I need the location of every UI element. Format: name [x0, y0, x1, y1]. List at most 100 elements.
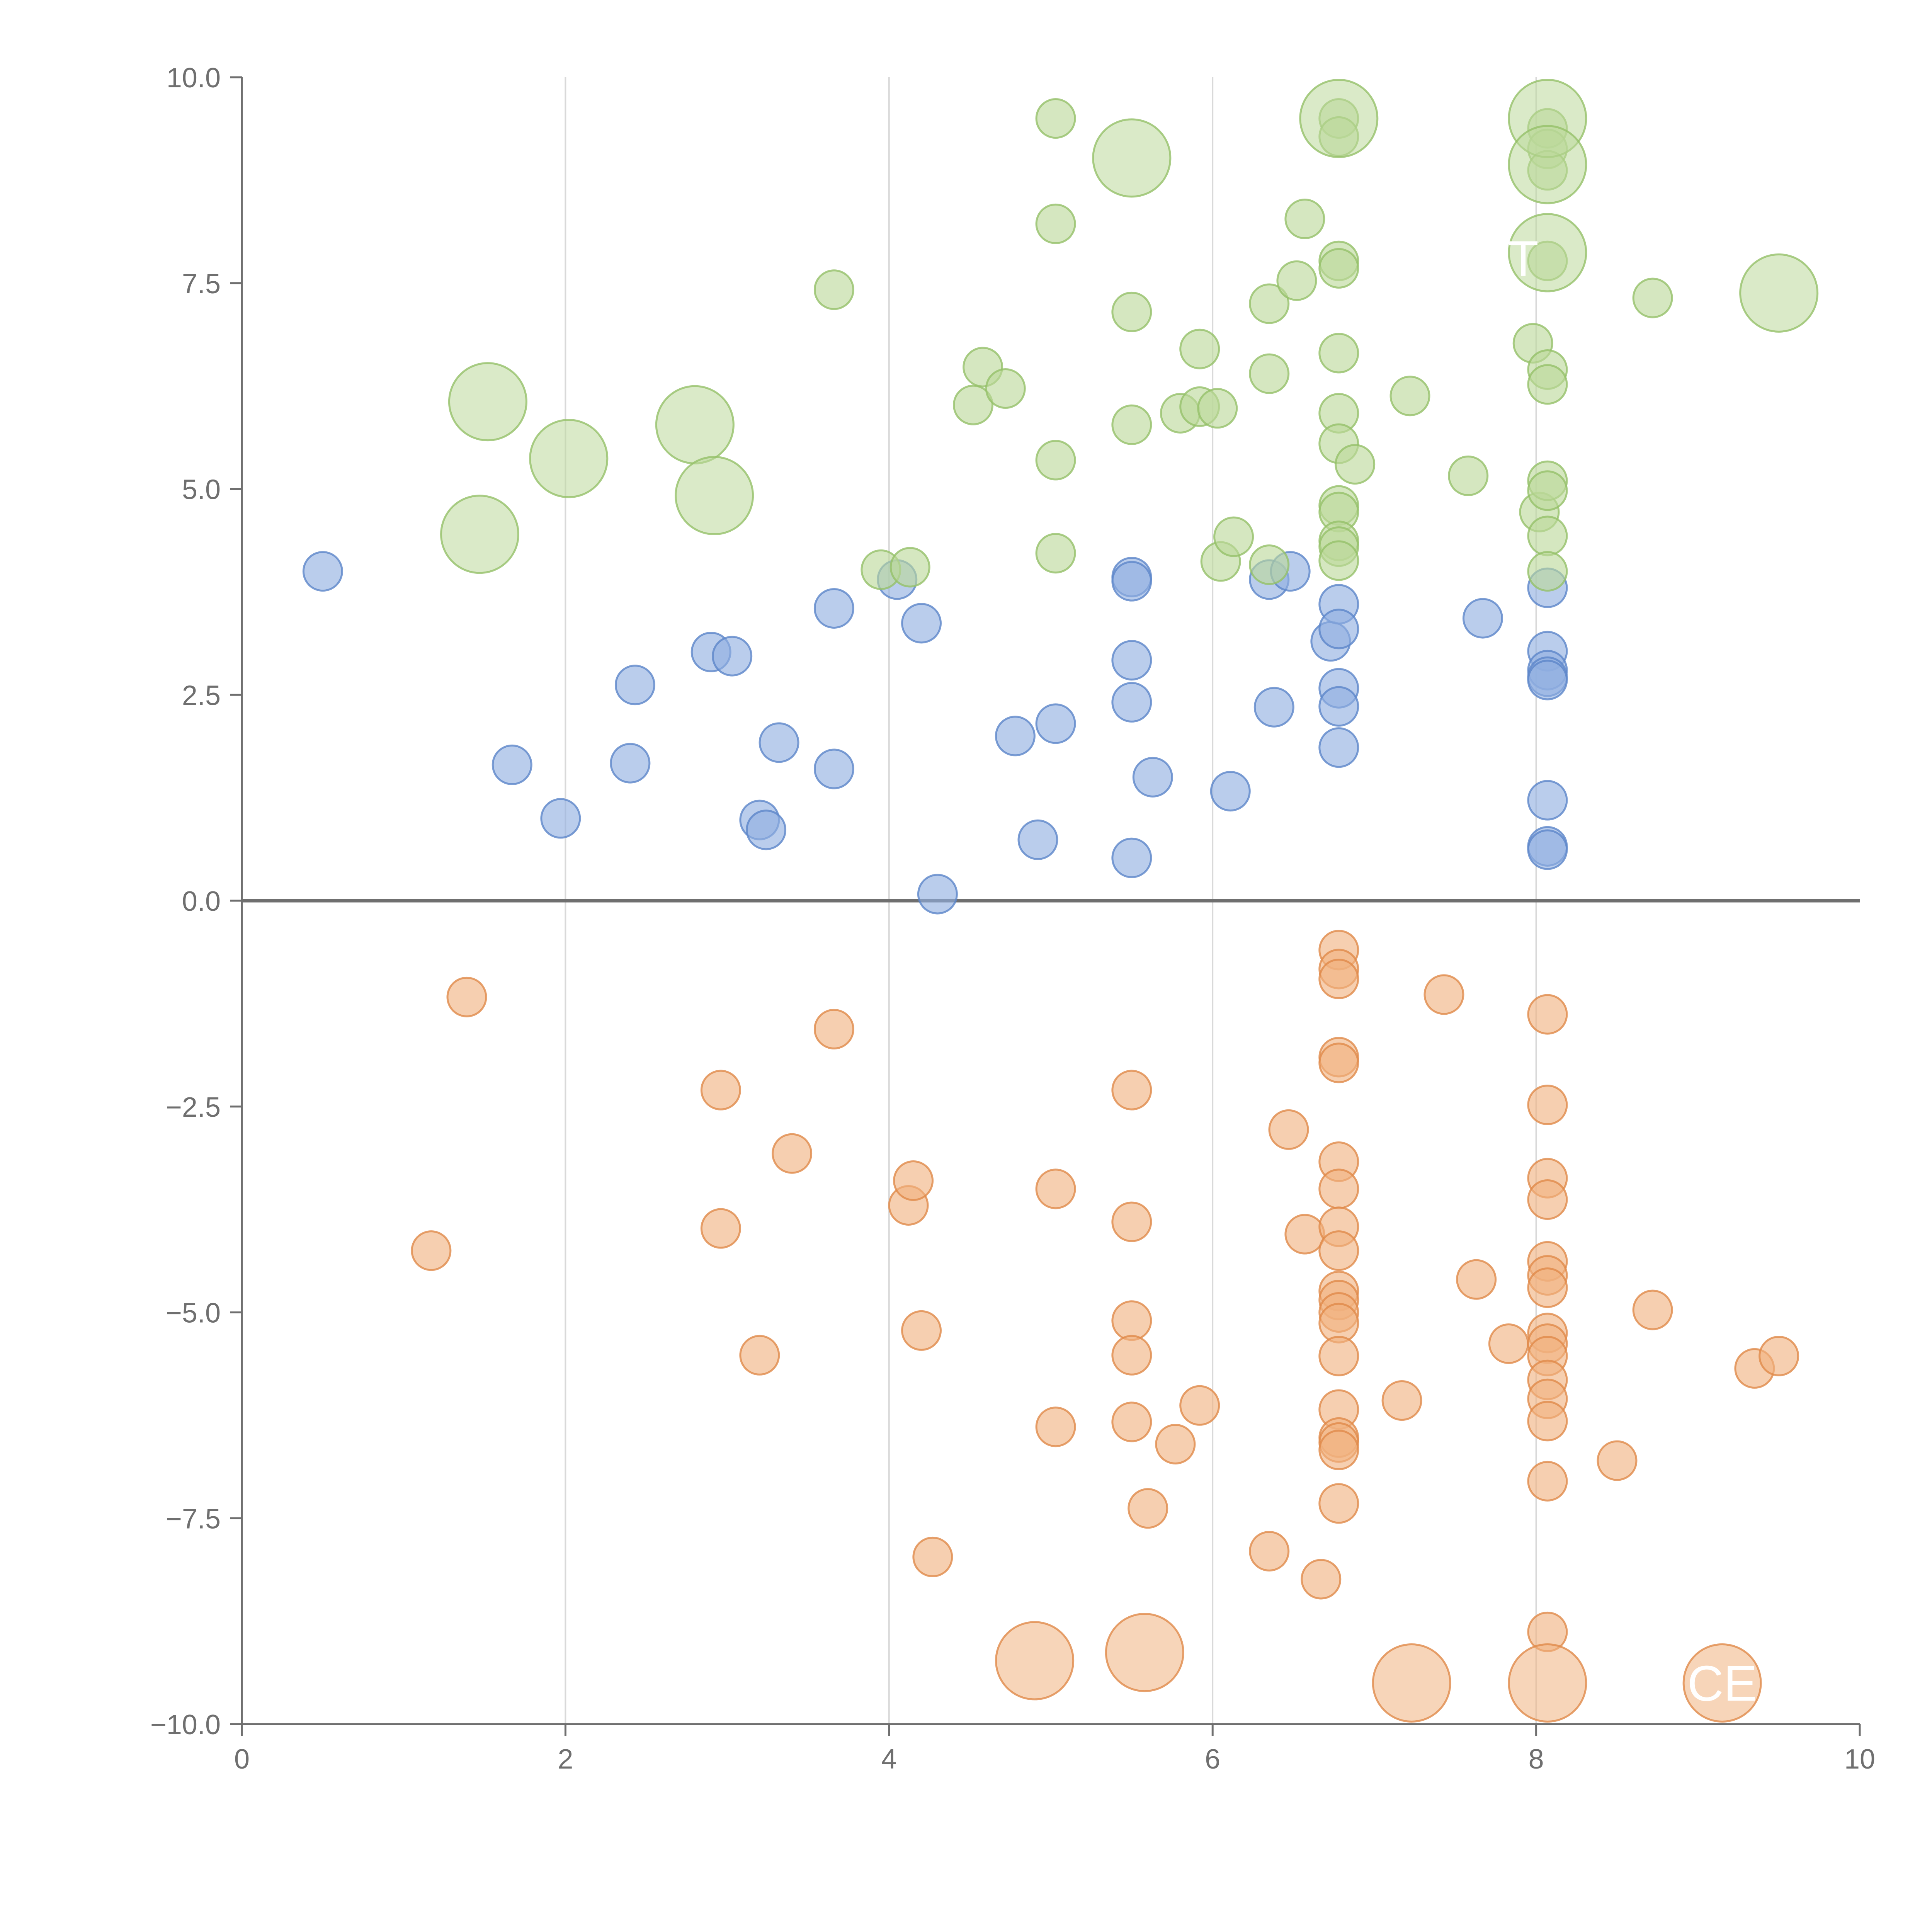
- data-point-high: [1527, 470, 1568, 511]
- data-point-positive: [901, 603, 942, 644]
- data-point-high: [1632, 277, 1673, 318]
- data-point-positive: [1111, 640, 1152, 681]
- x-tick-label: 10: [1844, 1744, 1875, 1775]
- data-point-high: [1527, 551, 1568, 592]
- data-point-high: [889, 547, 930, 588]
- data-point-positive: [813, 748, 854, 789]
- data-point-negative: [1456, 1259, 1497, 1300]
- data-point-positive: [1111, 682, 1152, 723]
- y-tick-label: −7.5: [166, 1503, 221, 1534]
- data-point-negative: [700, 1208, 741, 1249]
- data-point-high: [1527, 364, 1568, 405]
- data-point-positive: [759, 722, 799, 763]
- large-bubble-high: [448, 362, 527, 442]
- data-point-high: [1197, 388, 1238, 429]
- y-tick-label: −2.5: [166, 1092, 221, 1123]
- data-point-positive: [712, 636, 753, 677]
- large-bubble-high: [1508, 213, 1587, 293]
- data-point-negative: [1111, 1335, 1152, 1376]
- data-point-high: [1318, 248, 1359, 289]
- large-bubble-negative: [1372, 1643, 1451, 1723]
- x-tick-label: 8: [1529, 1744, 1544, 1775]
- data-point-negative: [1249, 1531, 1290, 1571]
- data-point-negative: [1527, 1179, 1568, 1220]
- data-point-negative: [1318, 1168, 1359, 1209]
- data-point-negative: [1527, 1084, 1568, 1125]
- y-tick-label: −5.0: [166, 1298, 221, 1329]
- data-point-positive: [1210, 771, 1251, 812]
- data-point-high: [1249, 283, 1290, 324]
- large-bubble-high: [1508, 125, 1587, 204]
- data-point-positive: [540, 798, 581, 839]
- large-bubble-negative: [1105, 1613, 1184, 1692]
- data-point-positive: [1253, 687, 1294, 728]
- bubble-labels: T CE: [1508, 230, 1757, 1712]
- data-point-negative: [1381, 1380, 1422, 1421]
- bubble-label: CE: [1687, 1655, 1757, 1711]
- data-point-high: [1111, 291, 1152, 332]
- x-tick-label: 4: [881, 1744, 897, 1775]
- x-tick-label: 6: [1205, 1744, 1220, 1775]
- data-point-negative: [1179, 1385, 1220, 1426]
- data-point-positive: [610, 743, 651, 784]
- data-point-positive: [813, 588, 854, 629]
- large-bubble-high: [1092, 118, 1172, 198]
- y-tick-label: 5.0: [182, 474, 221, 505]
- y-tick-label: 0.0: [182, 886, 221, 917]
- data-point-positive: [1017, 819, 1058, 860]
- data-point-negative: [1111, 1201, 1152, 1242]
- data-point-positive: [302, 551, 343, 592]
- data-point-negative: [1155, 1423, 1196, 1464]
- data-point-negative: [1423, 974, 1464, 1015]
- data-point-negative: [1301, 1559, 1342, 1600]
- y-tick-label: 10.0: [167, 63, 221, 94]
- data-point-positive: [746, 810, 787, 850]
- data-point-high: [1276, 260, 1317, 301]
- data-point-negative: [813, 1009, 854, 1049]
- data-point-negative: [1527, 1461, 1568, 1502]
- data-point-negative: [893, 1160, 934, 1201]
- data-point-positive: [995, 716, 1036, 757]
- data-point-positive: [1111, 837, 1152, 878]
- large-bubble-high: [440, 495, 519, 574]
- data-point-negative: [1035, 1168, 1076, 1209]
- y-tick-label: −10.0: [150, 1709, 221, 1740]
- data-point-positive: [1035, 703, 1076, 744]
- data-point-positive: [614, 665, 655, 706]
- data-point-high: [953, 384, 994, 425]
- data-point-negative: [1318, 1043, 1359, 1083]
- data-point-negative: [1128, 1488, 1168, 1529]
- data-point-negative: [739, 1335, 780, 1376]
- large-bubble-negative: [1508, 1643, 1587, 1723]
- data-point-negative: [1318, 1230, 1359, 1271]
- data-points: [302, 79, 1819, 1723]
- data-point-negative: [1111, 1401, 1152, 1442]
- data-point-high: [1448, 455, 1489, 496]
- large-bubble-high: [529, 419, 609, 498]
- data-point-negative: [411, 1230, 452, 1271]
- data-point-high: [1035, 203, 1076, 244]
- data-point-negative: [1035, 1406, 1076, 1447]
- data-point-high: [1249, 544, 1290, 585]
- data-point-positive: [1318, 686, 1359, 727]
- y-tick-label: 2.5: [182, 680, 221, 711]
- data-point-high: [985, 368, 1026, 409]
- data-point-negative: [1111, 1300, 1152, 1341]
- large-bubble-negative: [1682, 1643, 1762, 1723]
- large-bubble-high: [1299, 79, 1379, 158]
- data-point-negative: [1318, 1429, 1359, 1470]
- data-point-negative: [1318, 958, 1359, 999]
- data-point-high: [1318, 333, 1359, 374]
- data-point-high: [1035, 98, 1076, 139]
- x-tick-label: 0: [234, 1744, 250, 1775]
- data-point-high: [813, 269, 854, 310]
- data-point-negative: [1759, 1335, 1799, 1376]
- data-point-negative: [700, 1070, 741, 1111]
- data-point-negative: [1318, 1483, 1359, 1524]
- data-point-negative: [772, 1133, 813, 1174]
- data-point-high: [1179, 328, 1220, 369]
- data-point-high: [1249, 353, 1290, 394]
- large-bubble-high: [655, 385, 735, 464]
- data-point-positive: [1527, 780, 1568, 821]
